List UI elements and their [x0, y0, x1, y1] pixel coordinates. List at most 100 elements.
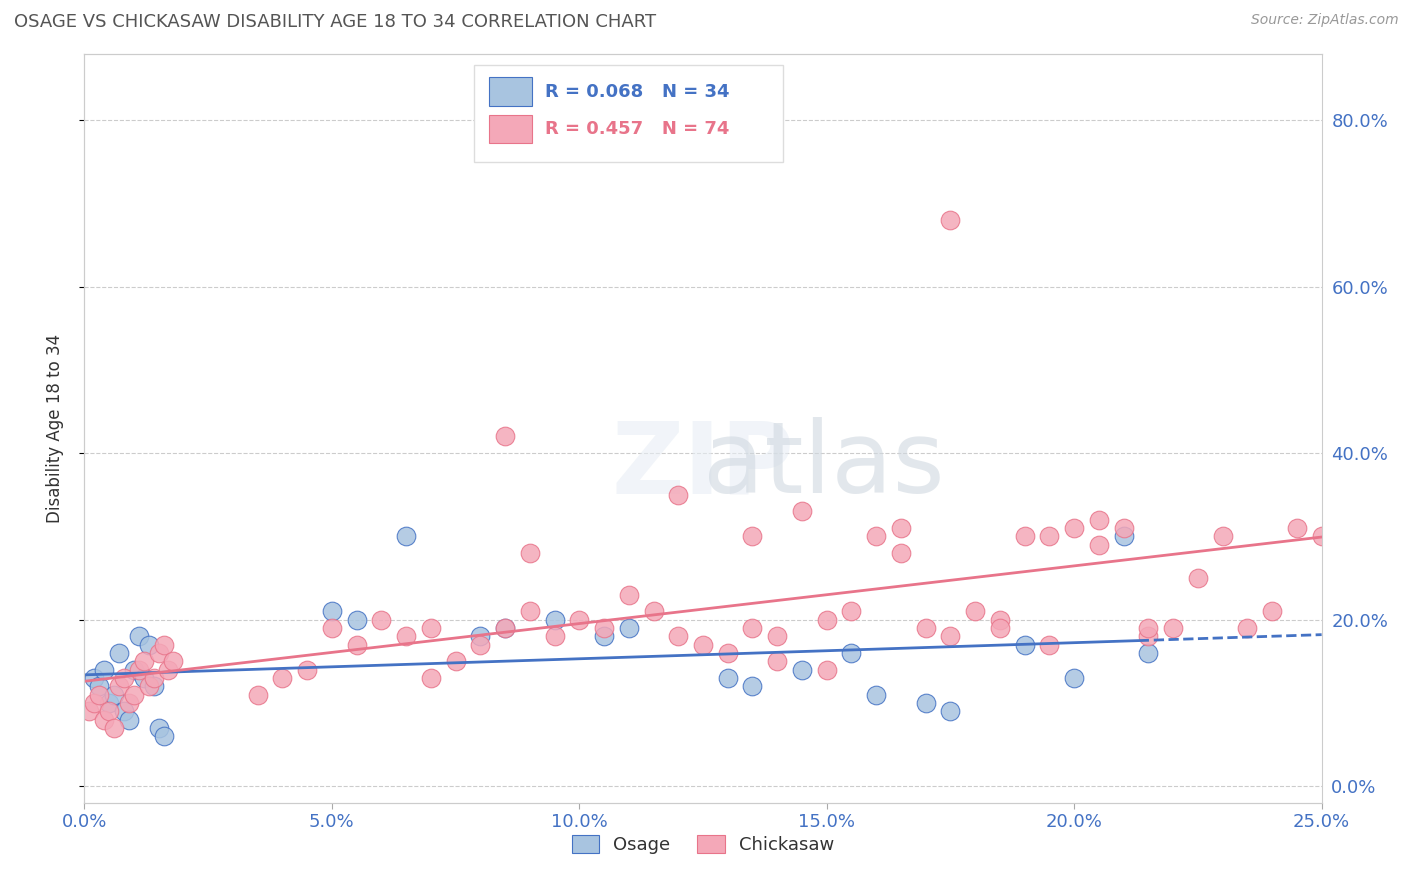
- Point: [914, 621, 936, 635]
- Point: [741, 679, 763, 693]
- Point: [617, 621, 640, 635]
- Point: [790, 504, 813, 518]
- Point: [790, 663, 813, 677]
- Point: [152, 729, 174, 743]
- Point: [246, 688, 269, 702]
- Point: [890, 521, 912, 535]
- Point: [103, 721, 125, 735]
- Point: [98, 704, 121, 718]
- Point: [841, 646, 863, 660]
- Point: [112, 704, 135, 718]
- Point: [89, 679, 111, 693]
- Point: [112, 671, 135, 685]
- Point: [519, 546, 541, 560]
- Point: [1063, 521, 1085, 535]
- Point: [148, 721, 170, 735]
- Point: [865, 688, 887, 702]
- Point: [988, 621, 1011, 635]
- FancyBboxPatch shape: [489, 78, 533, 106]
- Point: [1212, 529, 1234, 543]
- Point: [939, 629, 962, 643]
- Text: OSAGE VS CHICKASAW DISABILITY AGE 18 TO 34 CORRELATION CHART: OSAGE VS CHICKASAW DISABILITY AGE 18 TO …: [14, 13, 657, 31]
- Point: [593, 621, 616, 635]
- Point: [346, 638, 368, 652]
- Point: [1137, 646, 1160, 660]
- Legend: Osage, Chickasaw: Osage, Chickasaw: [565, 828, 841, 861]
- Point: [108, 646, 131, 660]
- Point: [965, 604, 987, 618]
- Point: [1112, 521, 1135, 535]
- Point: [321, 604, 343, 618]
- Point: [419, 671, 441, 685]
- Text: Source: ZipAtlas.com: Source: ZipAtlas.com: [1251, 13, 1399, 28]
- Point: [128, 663, 150, 677]
- Point: [741, 621, 763, 635]
- Point: [1137, 621, 1160, 635]
- Point: [444, 654, 467, 668]
- Point: [83, 696, 105, 710]
- Point: [1088, 513, 1111, 527]
- Point: [152, 638, 174, 652]
- Point: [741, 529, 763, 543]
- Point: [162, 654, 184, 668]
- Point: [132, 671, 155, 685]
- Point: [890, 546, 912, 560]
- Point: [988, 613, 1011, 627]
- Point: [865, 529, 887, 543]
- Point: [643, 604, 665, 618]
- Point: [939, 704, 962, 718]
- Point: [295, 663, 318, 677]
- Text: ZIP: ZIP: [612, 417, 794, 514]
- Point: [1088, 538, 1111, 552]
- Point: [543, 629, 565, 643]
- Point: [1187, 571, 1209, 585]
- Point: [79, 704, 101, 718]
- Point: [1014, 529, 1036, 543]
- Point: [1236, 621, 1258, 635]
- Point: [1112, 529, 1135, 543]
- Point: [717, 671, 740, 685]
- Point: [1310, 529, 1333, 543]
- FancyBboxPatch shape: [474, 65, 783, 162]
- Point: [841, 604, 863, 618]
- Point: [118, 696, 141, 710]
- Point: [157, 663, 180, 677]
- Point: [815, 613, 838, 627]
- Point: [128, 629, 150, 643]
- Point: [346, 613, 368, 627]
- Point: [717, 646, 740, 660]
- Point: [1038, 529, 1060, 543]
- Point: [1285, 521, 1308, 535]
- Point: [138, 638, 160, 652]
- Point: [83, 671, 105, 685]
- Point: [766, 654, 789, 668]
- Point: [419, 621, 441, 635]
- Point: [395, 529, 418, 543]
- Point: [98, 696, 121, 710]
- Point: [142, 679, 165, 693]
- Point: [914, 696, 936, 710]
- Point: [543, 613, 565, 627]
- FancyBboxPatch shape: [489, 115, 533, 144]
- Text: R = 0.457   N = 74: R = 0.457 N = 74: [544, 120, 728, 138]
- Point: [593, 629, 616, 643]
- Point: [1261, 604, 1284, 618]
- Point: [118, 713, 141, 727]
- Point: [617, 588, 640, 602]
- Point: [1137, 629, 1160, 643]
- Point: [1014, 638, 1036, 652]
- Point: [815, 663, 838, 677]
- Point: [1161, 621, 1184, 635]
- Point: [766, 629, 789, 643]
- Point: [568, 613, 591, 627]
- Point: [470, 638, 492, 652]
- Point: [519, 604, 541, 618]
- Point: [138, 679, 160, 693]
- Point: [494, 621, 516, 635]
- Point: [122, 663, 145, 677]
- Point: [93, 713, 115, 727]
- Point: [494, 429, 516, 443]
- Text: atlas: atlas: [703, 417, 945, 514]
- Point: [939, 213, 962, 227]
- Point: [108, 679, 131, 693]
